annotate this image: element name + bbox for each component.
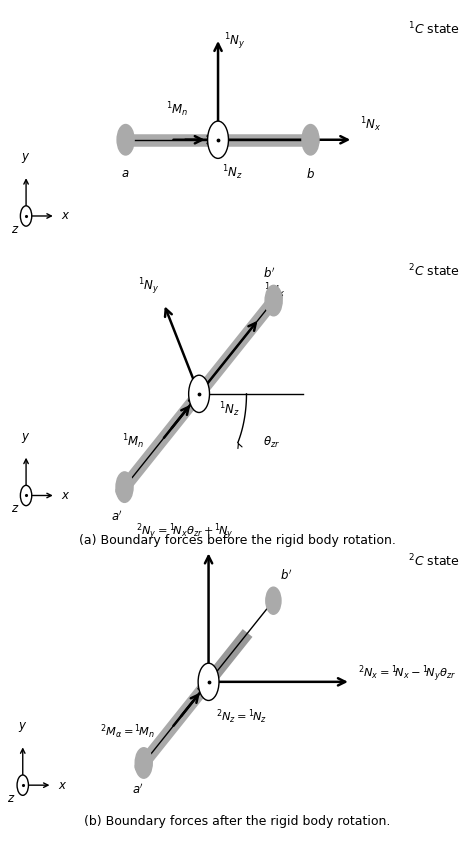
Text: $^1N_z$: $^1N_z$ [222, 163, 243, 182]
Text: $^2N_z = {^1\!N_z}$: $^2N_z = {^1\!N_z}$ [216, 707, 266, 726]
Circle shape [20, 206, 32, 226]
Text: $^1N_x$: $^1N_x$ [264, 281, 285, 300]
Text: $\theta_{zr}$: $\theta_{zr}$ [263, 435, 281, 450]
Text: $y$: $y$ [18, 720, 27, 734]
Text: $^1N_y$: $^1N_y$ [137, 276, 159, 297]
Text: $^2C$ state: $^2C$ state [408, 263, 460, 280]
Text: $z$: $z$ [10, 502, 19, 515]
Text: $^2C$ state: $^2C$ state [408, 552, 460, 569]
Text: $^2N_x = {^1\!N_x} - {^1\!N_y}\theta_{zr}$: $^2N_x = {^1\!N_x} - {^1\!N_y}\theta_{zr… [358, 663, 456, 684]
Text: $^1N_z$: $^1N_z$ [219, 400, 240, 418]
Text: $^2N_y = {^1\!N_x}\theta_{zr} + {^1\!N_y}$: $^2N_y = {^1\!N_x}\theta_{zr} + {^1\!N_y… [136, 521, 234, 542]
Text: $x$: $x$ [58, 778, 67, 792]
Text: (b) Boundary forces after the rigid body rotation.: (b) Boundary forces after the rigid body… [84, 816, 390, 828]
Text: $^1M_n$: $^1M_n$ [122, 432, 145, 451]
Circle shape [266, 587, 281, 614]
Text: $y$: $y$ [21, 430, 31, 445]
Text: $^1C$ state: $^1C$ state [408, 21, 460, 38]
Text: $b$: $b$ [306, 167, 315, 181]
Text: $b'$: $b'$ [280, 569, 293, 584]
Text: $^2M_\alpha = {^1\!M_n}$: $^2M_\alpha = {^1\!M_n}$ [100, 722, 155, 741]
Circle shape [265, 285, 282, 316]
Circle shape [208, 121, 228, 158]
Circle shape [198, 663, 219, 700]
Text: $z$: $z$ [7, 792, 16, 805]
Text: $a$: $a$ [121, 167, 130, 180]
Text: $^1N_x$: $^1N_x$ [360, 115, 382, 134]
Text: $^1M_n$: $^1M_n$ [166, 100, 189, 119]
Circle shape [302, 125, 319, 155]
Text: $^1N_y$: $^1N_y$ [224, 31, 245, 52]
Circle shape [20, 485, 32, 506]
Circle shape [117, 125, 134, 155]
Circle shape [189, 375, 210, 412]
Text: $x$: $x$ [61, 489, 71, 502]
Text: (a) Boundary forces before the rigid body rotation.: (a) Boundary forces before the rigid bod… [79, 534, 395, 546]
Text: $x$: $x$ [61, 209, 71, 223]
Circle shape [135, 748, 152, 778]
Text: $y$: $y$ [21, 151, 31, 165]
Text: $a'$: $a'$ [132, 782, 144, 796]
Circle shape [17, 775, 28, 795]
Text: $b'$: $b'$ [263, 267, 275, 281]
Text: $z$: $z$ [10, 223, 19, 235]
Text: $a'$: $a'$ [111, 510, 123, 524]
Circle shape [116, 472, 133, 502]
